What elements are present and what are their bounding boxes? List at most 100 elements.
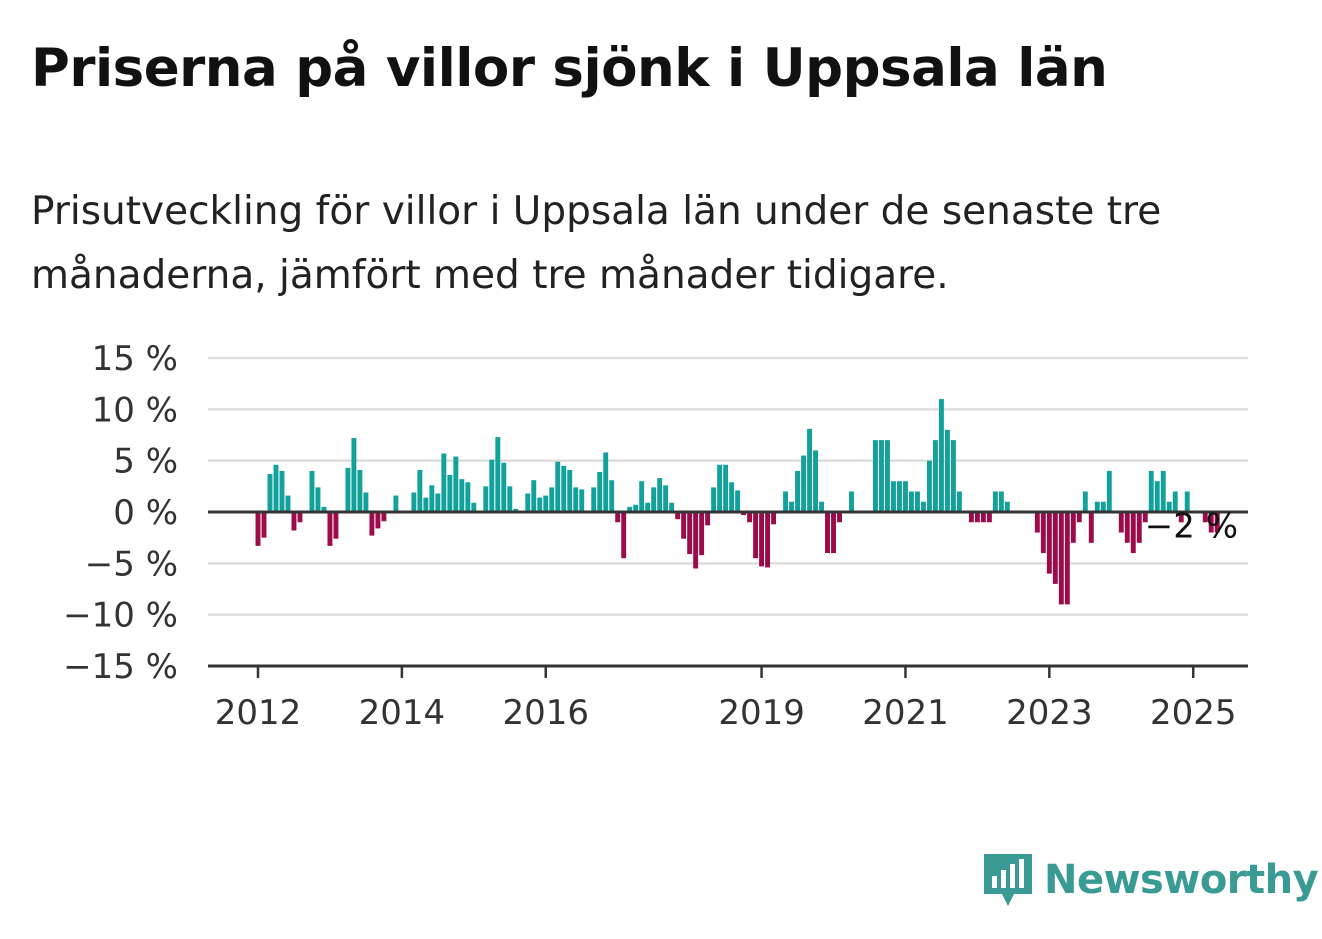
newsworthy-chart-icon [984, 854, 1032, 906]
bar [1142, 512, 1148, 523]
bar [579, 489, 585, 512]
bar [950, 440, 956, 512]
bar [944, 429, 950, 512]
bar [956, 491, 962, 512]
bar [1046, 512, 1052, 574]
bar [1130, 512, 1136, 554]
bar [363, 492, 369, 512]
bar [1184, 491, 1190, 512]
chart-title: Priserna på villor sjönk i Uppsala län [31, 38, 1108, 99]
bar [1136, 512, 1142, 543]
brand-name: Newsworthy [1044, 857, 1319, 903]
bar [633, 504, 639, 512]
bar [771, 512, 777, 525]
bar [795, 470, 801, 512]
bar [926, 460, 932, 512]
bar [1058, 512, 1064, 605]
bar [471, 502, 477, 512]
bar [555, 461, 561, 512]
bar [1160, 470, 1166, 512]
bar [1070, 512, 1076, 543]
bar [938, 399, 944, 512]
bar [1100, 501, 1106, 512]
bar [357, 469, 363, 512]
bar [980, 512, 986, 523]
bar [531, 480, 537, 512]
bar [986, 512, 992, 523]
bar [1178, 512, 1184, 523]
bar [495, 437, 501, 512]
bar [753, 512, 759, 559]
bar [279, 470, 285, 512]
bar [513, 508, 519, 512]
bar [717, 464, 723, 512]
bar [597, 471, 603, 512]
y-tick-label: 5 % [113, 442, 178, 482]
y-tick-label: −5 % [85, 544, 178, 584]
bar [675, 512, 681, 520]
bar [483, 486, 489, 512]
bar [1154, 481, 1160, 512]
bar [669, 502, 675, 512]
bar [603, 452, 609, 512]
bar [543, 495, 549, 512]
bar [423, 497, 429, 512]
bar [327, 512, 333, 546]
bar [1172, 491, 1178, 512]
bar [825, 512, 830, 554]
bar [321, 506, 327, 512]
bar [1052, 512, 1058, 584]
bar [1166, 501, 1172, 512]
bar [369, 512, 375, 536]
bar [627, 506, 633, 512]
bar [651, 487, 657, 512]
y-tick-label: 0 % [113, 493, 178, 533]
bar [591, 487, 597, 512]
bar [1004, 501, 1010, 512]
bar [351, 438, 357, 512]
bar [297, 512, 303, 523]
bar [873, 440, 878, 512]
bar [1118, 512, 1124, 533]
bar [759, 512, 765, 567]
bar [417, 469, 423, 512]
bar [567, 469, 573, 512]
bar [699, 512, 705, 556]
bar [501, 462, 507, 512]
bar [537, 497, 543, 512]
bar [681, 512, 687, 539]
bar [525, 493, 531, 512]
bar [819, 501, 824, 512]
bar [735, 490, 741, 512]
bar [393, 495, 399, 512]
x-tick-label: 2025 [1150, 693, 1237, 733]
bar [837, 512, 842, 523]
chart-subtitle: Prisutveckling för villor i Uppsala län … [31, 189, 1162, 298]
bar [345, 467, 351, 512]
y-tick-label: −15 % [63, 647, 178, 687]
bar [507, 486, 513, 512]
bar [920, 501, 926, 512]
newsworthy-logo: Newsworthy [980, 850, 1319, 910]
bar [609, 480, 615, 512]
x-tick-label: 2023 [1006, 693, 1093, 733]
bar [573, 487, 579, 512]
bar [429, 485, 435, 512]
bar [285, 495, 291, 512]
bar [639, 481, 645, 512]
bar [711, 487, 717, 512]
bar [789, 501, 795, 512]
bar [1040, 512, 1046, 554]
bar [1034, 512, 1040, 533]
bar [1076, 512, 1082, 523]
bar [657, 478, 663, 512]
bar [705, 512, 711, 526]
bar [381, 512, 387, 522]
bar [897, 481, 902, 512]
bar [1202, 512, 1208, 523]
bar [411, 492, 417, 512]
bar [1148, 470, 1154, 512]
bar [1208, 512, 1214, 533]
bar [992, 491, 998, 512]
bar [783, 491, 789, 512]
